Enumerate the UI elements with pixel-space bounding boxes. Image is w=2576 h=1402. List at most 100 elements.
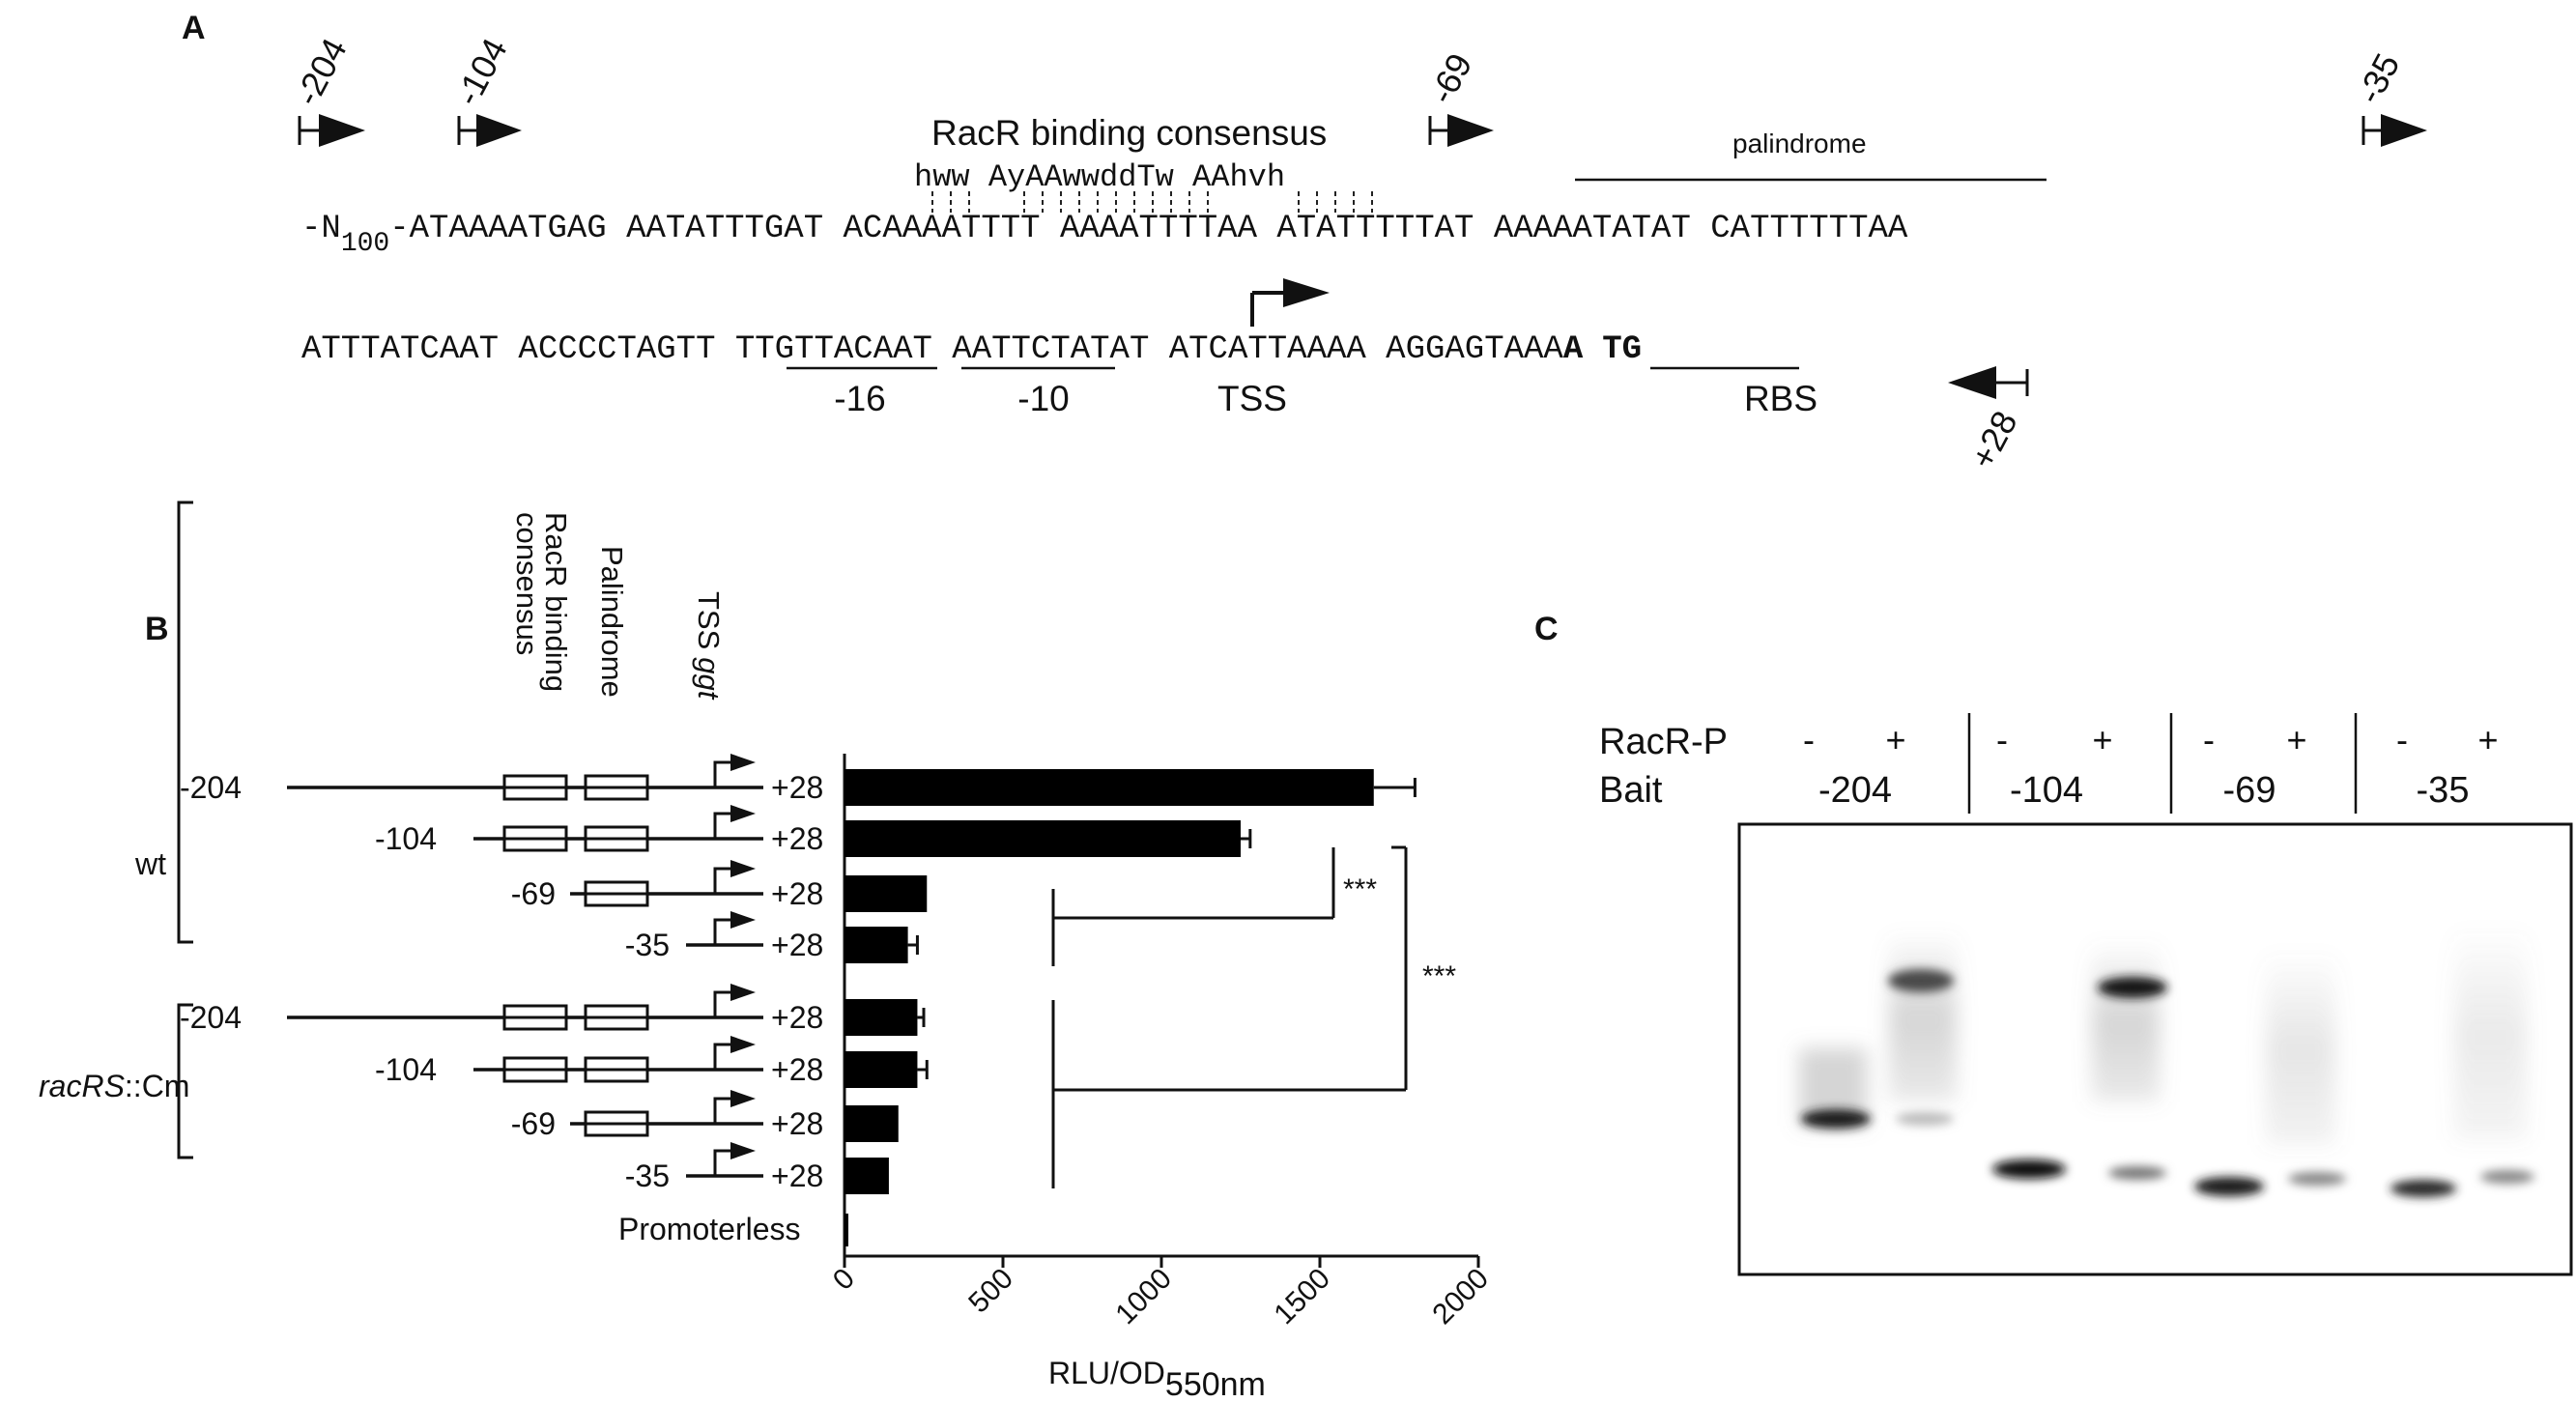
racr-p-row-label: RacR-P [1599,722,1728,762]
consensus-sequence: hww AyAAwwddTw AAhvh [914,159,1285,195]
bar [844,820,1241,857]
svg-text:-: - [2396,720,2408,759]
racr-consensus-header-2: consensus [510,512,544,655]
promoterless-label: Promoterless [618,1212,801,1246]
construct-end-label: +28 [771,928,823,962]
bar [844,999,918,1036]
svg-text:+: + [2477,720,2498,759]
tss-arrow-icon [713,805,756,839]
wt-bracket: wt [134,501,193,944]
svg-text:-69: -69 [2223,770,2276,811]
construct-row: -204 +28 [180,754,823,805]
tss-ggt-header: TSSggt [692,591,726,701]
svg-text:-: - [1803,720,1815,759]
panel-a-label: A [182,10,206,46]
construct-end-label: +28 [771,1159,823,1193]
x-tick-label: 500 [962,1263,1019,1320]
tss-arrow-icon [713,754,756,787]
sequence-line-2: ATTTATCAAT ACCCCTAGTT TTGTTACAAT AATTCTA… [301,331,1642,368]
svg-text:-: - [2203,720,2215,759]
bar-chart: 0 500 1000 1500 2000 [827,754,1495,1330]
rbs-label: RBS [1744,379,1818,418]
construct-row: -104 +28 [375,805,823,856]
bar [844,875,928,912]
tss-arrow-icon [713,1142,756,1176]
racr-consensus-header-1: RacR binding [539,512,573,692]
forward-arrow-icon [2381,114,2427,147]
lane-signs: - + - + - + - + [1803,720,2499,759]
svg-text:-104: -104 [2010,770,2083,811]
primer-label: -69 [1421,47,1480,110]
construct-diagrams: -204 +28 -104 +28 -69 +28 -35 +28 -204 +28 -104 +28… [180,754,823,1193]
mutant-bracket: racRS::Cm [39,1003,193,1159]
construct-start-label: -104 [375,821,437,856]
bar [844,927,908,963]
tss-arrow-icon [713,984,756,1017]
forward-arrow-icon [476,114,522,147]
emsa-gel-image [1737,822,2573,1276]
panel-a: A -204 -104 -69 -35 RacR binding consens… [182,10,2427,475]
construct-end-label: +28 [771,1000,823,1035]
svg-text:+: + [1885,720,1905,759]
construct-row: -104 +28 [375,1036,823,1087]
lane-dividers [1967,713,2358,814]
construct-start-label: -35 [625,1159,670,1193]
tss-arrow-icon [713,1036,756,1070]
palindrome-header: Palindrome [595,546,629,698]
primer-104: -104 [447,32,522,147]
tss-arrow-icon [1250,278,1330,327]
construct-end-label: +28 [771,876,823,911]
construct-start-label: -104 [375,1052,437,1087]
construct-row: -35 +28 [625,911,823,962]
construct-row: -69 +28 [511,1090,823,1141]
consensus-match-ticks [931,191,1373,213]
primer-label: +28 [1962,405,2025,475]
panel-c-label: C [1534,611,1559,647]
primer-label: -104 [447,32,515,112]
bar [844,769,1374,806]
forward-arrow-icon [319,114,365,147]
tss-arrow-icon [713,1090,756,1124]
x-tick-label: 1500 [1268,1263,1336,1331]
significance-brackets [1051,845,1408,1188]
reverse-arrow-icon [1948,366,1996,399]
panel-b-label: B [145,611,169,647]
primer-69: -69 [1421,47,1494,147]
consensus-title: RacR binding consensus [931,113,1327,153]
svg-text:-: - [1996,720,2008,759]
x-axis-label: RLU/OD550nm [1048,1356,1266,1402]
significance-stars: *** [1343,873,1377,905]
palindrome-label: palindrome [1732,129,1867,158]
significance-stars: *** [1422,960,1456,992]
bait-row-label: Bait [1599,770,1663,811]
svg-text:+: + [2092,720,2112,759]
bar [844,1051,918,1088]
minus16-label: -16 [834,379,885,418]
tss-arrow-icon [713,860,756,894]
primer-label: -35 [2349,47,2408,110]
construct-end-label: +28 [771,821,823,856]
bait-labels: -204 -104 -69 -35 [1818,770,2469,811]
construct-start-label: -204 [180,770,242,805]
x-tick-label: 1000 [1109,1263,1178,1331]
construct-row: -204 +28 [180,984,823,1035]
wt-label: wt [134,846,166,881]
construct-row: -35 +28 [625,1142,823,1193]
construct-row: -69 +28 [511,860,823,911]
tss-arrow-icon [713,911,756,945]
construct-start-label: -204 [180,1000,242,1035]
svg-text:-204: -204 [1818,770,1892,811]
construct-start-label: -69 [511,1106,556,1141]
construct-start-label: -35 [625,928,670,962]
primer-204: -204 [287,32,365,147]
minus10-label: -10 [1017,379,1069,418]
tss-label: TSS [1217,379,1287,418]
panel-c: C RacR-P Bait - + - + - + - + -204 -104 … [1534,611,2573,1276]
construct-end-label: +28 [771,770,823,805]
mutant-label: racRS::Cm [39,1069,189,1103]
primer-35: -35 [2349,47,2427,147]
panel-b: B RacR binding consensus Palindrome TSSg… [39,501,1495,1402]
sequence-line-1: -N100-ATAAAATGAG AATATTTGAT ACAAAATTTT A… [301,211,1908,259]
bar [844,1214,848,1246]
